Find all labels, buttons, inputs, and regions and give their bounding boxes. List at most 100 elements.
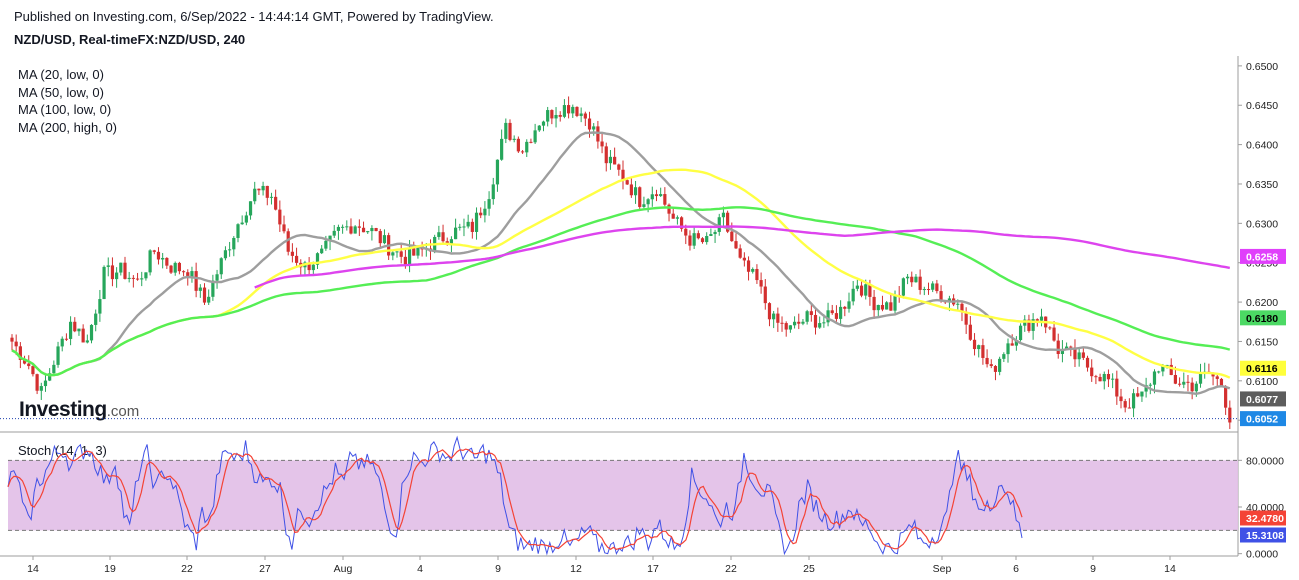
candle-body: [449, 239, 454, 244]
candle-body: [520, 151, 525, 153]
candle-body: [131, 277, 135, 279]
candle-body: [119, 262, 123, 273]
candle-body: [328, 235, 332, 241]
candle-body: [864, 284, 868, 296]
candle-body: [454, 227, 458, 240]
candle-body: [562, 105, 567, 117]
candle-body: [726, 212, 730, 232]
candle-body: [529, 141, 533, 143]
candle-body: [470, 221, 474, 232]
candle-body: [985, 357, 989, 365]
candle-body: [211, 280, 215, 297]
candle-body: [642, 204, 646, 207]
candle-body: [140, 278, 144, 280]
candle-body: [190, 271, 194, 278]
candle-body: [926, 289, 931, 291]
candle-body: [663, 194, 667, 205]
candle-body: [257, 188, 261, 191]
price-tag: [1240, 391, 1286, 407]
candle-body: [1111, 378, 1115, 380]
stoch-k-line: [7, 435, 1023, 556]
candle-body: [905, 276, 910, 279]
candle-body: [500, 138, 504, 160]
candle-body: [914, 276, 918, 283]
x-tick-label: 14: [27, 563, 39, 575]
y-tick-label: 0.6400: [1246, 140, 1278, 152]
candle-body: [1169, 364, 1173, 375]
candle-body: [1219, 378, 1224, 387]
indicator-ma50-label[interactable]: MA (50, low, 0): [18, 84, 104, 100]
candle-body: [1152, 371, 1157, 385]
candle-body: [177, 262, 181, 272]
candle-body: [1131, 393, 1136, 409]
candle-body: [294, 255, 299, 263]
candle-body: [776, 313, 780, 323]
candle-body: [399, 251, 403, 257]
candle-body: [286, 231, 290, 252]
symbol-title: NZD/USD, Real-timeFX:NZD/USD, 240: [14, 32, 246, 47]
y-tick-label: 0.6100: [1246, 376, 1278, 388]
x-tick-label: 14: [1164, 563, 1176, 575]
candle-body: [48, 373, 52, 381]
candle-body: [625, 180, 629, 185]
candle-body: [127, 277, 131, 279]
candle-body: [441, 232, 445, 242]
candle-body: [60, 338, 64, 347]
candle-body: [918, 276, 922, 290]
x-tick-label: Sep: [933, 563, 952, 575]
candle-body: [772, 313, 776, 320]
indicator-ma200-label[interactable]: MA (200, high, 0): [18, 119, 117, 135]
logo-text: Investing: [19, 398, 107, 421]
stoch-value-tag: [1240, 527, 1286, 543]
candle-body: [579, 113, 583, 116]
candle-body: [633, 187, 638, 196]
candle-body: [278, 209, 282, 225]
candle-body: [977, 345, 981, 350]
candles-group: [10, 96, 1232, 430]
candle-body: [1123, 401, 1127, 408]
candle-body: [52, 364, 56, 374]
price-tag-label: 0.6180: [1246, 313, 1278, 325]
candle-body: [855, 285, 859, 289]
x-tick-label: 22: [181, 563, 193, 575]
candle-body: [901, 278, 905, 296]
candle-body: [1194, 383, 1198, 392]
candle-body: [788, 325, 792, 330]
candle-body: [993, 366, 998, 372]
candle-body: [462, 226, 466, 228]
candle-body: [395, 251, 399, 253]
indicator-ma20-label[interactable]: MA (20, low, 0): [18, 67, 104, 82]
candle-body: [688, 235, 692, 246]
candle-body: [495, 159, 500, 185]
candle-body: [847, 301, 851, 309]
candle-body: [684, 228, 688, 236]
candle-body: [31, 366, 35, 375]
candle-body: [1098, 376, 1102, 382]
candle-body: [110, 265, 115, 280]
ma20-line: [11, 131, 1231, 396]
x-tick-label: 4: [417, 563, 423, 575]
candle-body: [583, 113, 587, 119]
candle-body: [43, 380, 48, 387]
candle-body: [244, 215, 248, 223]
stoch-d-line: [7, 448, 1023, 551]
candle-body: [152, 250, 156, 252]
candle-body: [382, 235, 387, 244]
indicator-ma100-label[interactable]: MA (100, low, 0): [18, 102, 112, 117]
candle-body: [746, 260, 751, 272]
candle-body: [361, 227, 366, 233]
published-caption: Published on Investing.com, 6/Sep/2022 -…: [14, 9, 494, 24]
candle-body: [671, 213, 675, 219]
candle-body: [73, 321, 77, 332]
candle-body: [830, 310, 834, 314]
candle-body: [315, 253, 320, 265]
candle-body: [1177, 383, 1182, 385]
candle-body: [1052, 327, 1056, 341]
candle-body: [353, 226, 357, 234]
candle-body: [608, 156, 613, 164]
candle-body: [311, 264, 315, 271]
candle-body: [717, 217, 721, 232]
candle-body: [759, 280, 763, 287]
price-tag-label: 0.6258: [1246, 251, 1278, 263]
